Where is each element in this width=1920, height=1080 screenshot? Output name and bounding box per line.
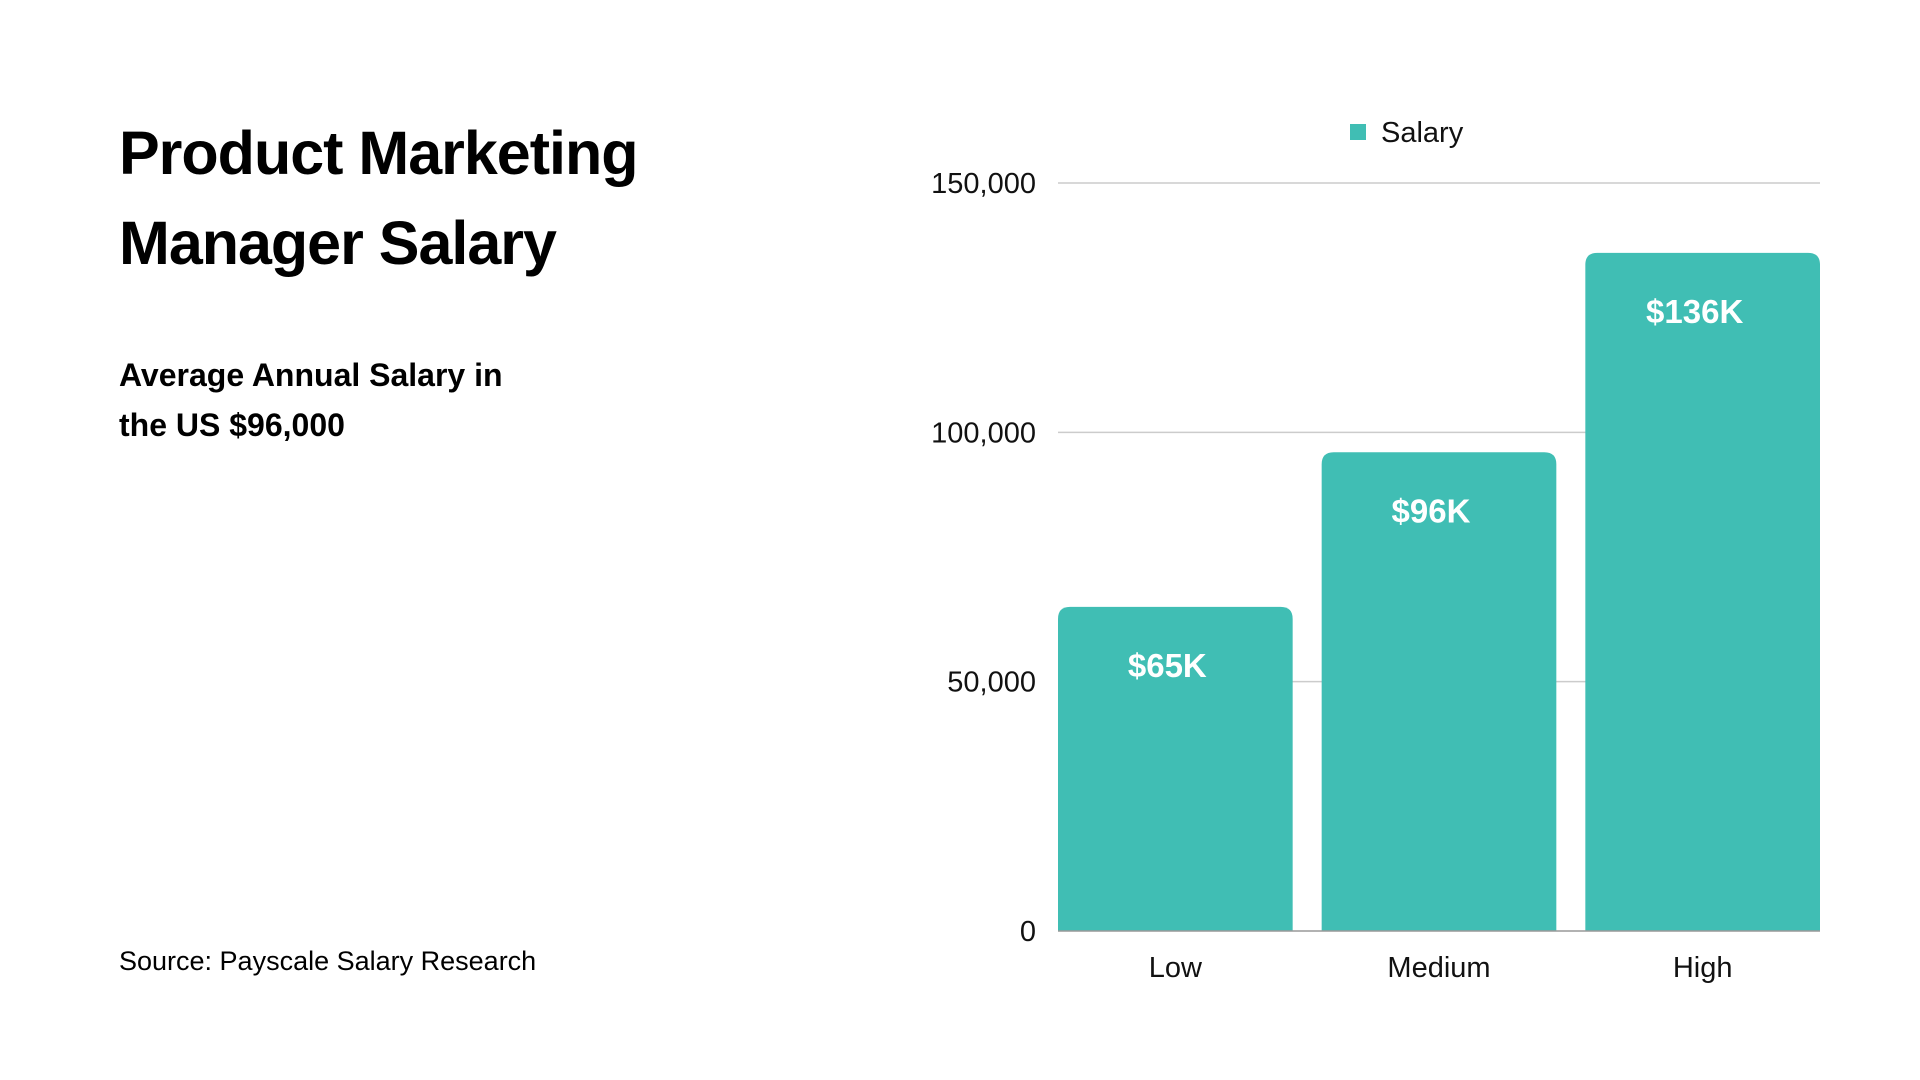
bar-value-label: $96K [1392,492,1471,529]
bar-medium [1321,452,1557,931]
legend: Salary [1350,117,1464,149]
y-tick-label: 0 [1020,916,1036,948]
page-title: Product Marketing Manager Salary [119,119,639,277]
x-category-label: Low [1149,952,1203,984]
legend-swatch [1350,124,1366,140]
bar-low [1058,606,1293,931]
y-tick-labels: 0 50,000 100,000 150,000 [931,168,1036,948]
x-category-label: High [1673,952,1733,984]
bars [1058,252,1820,931]
bar-value-label: $65K [1128,647,1207,684]
bar-value-labels: $65K $96K $136K [1128,293,1744,684]
bar-high [1585,252,1820,931]
source-note: Source: Payscale Salary Research [119,946,537,976]
legend-label: Salary [1381,117,1464,149]
y-tick-label: 50,000 [947,667,1036,699]
title-block: Product Marketing Manager Salary Average… [119,108,819,443]
page-subtitle: Average Annual Salary in the US $96,000 [119,357,503,443]
y-tick-label: 100,000 [931,417,1036,449]
bar-value-label: $136K [1646,293,1743,330]
x-category-label: Medium [1387,952,1490,984]
x-category-labels: Low Medium High [1149,952,1733,984]
y-tick-label: 150,000 [931,168,1036,200]
